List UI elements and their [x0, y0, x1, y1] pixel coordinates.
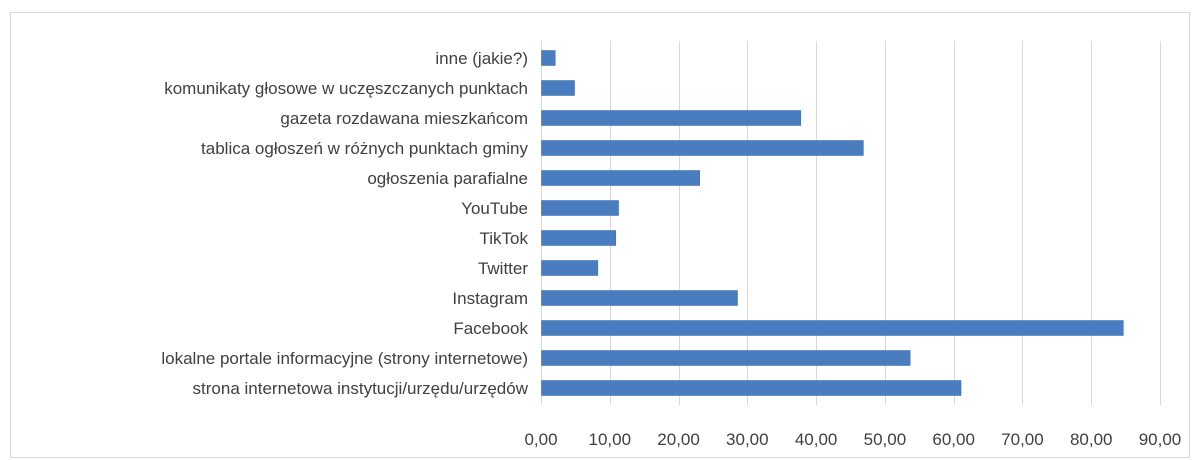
bar [541, 350, 911, 366]
bar [541, 290, 738, 306]
bar [541, 200, 619, 216]
bar [541, 170, 700, 186]
x-tick-label: 30,00 [726, 430, 769, 449]
category-label: tablica ogłoszeń w różnych punktach gmin… [201, 139, 528, 158]
gridlines [541, 41, 1161, 405]
x-tick-label: 20,00 [657, 430, 700, 449]
bar [541, 230, 617, 246]
bar [541, 110, 802, 126]
bars [541, 50, 1124, 396]
category-label: gazeta rozdawana mieszkańcom [280, 109, 528, 128]
bar [541, 260, 599, 276]
bar [541, 140, 864, 156]
x-tick-label: 90,00 [1139, 430, 1182, 449]
bar [541, 320, 1124, 336]
category-label: strona internetowa instytucji/urzędu/urz… [193, 379, 529, 398]
category-label: Twitter [478, 259, 528, 278]
bar [541, 80, 575, 96]
x-tick-labels: 0,00 10,00 20,00 30,00 40,00 50,00 60,00 70,00 8… [524, 430, 1181, 449]
x-tick-label: 10,00 [589, 430, 632, 449]
category-label: lokalne portale informacyjne (strony int… [161, 349, 528, 368]
bar [541, 380, 962, 396]
category-label: YouTube [461, 199, 528, 218]
x-tick-label: 50,00 [864, 430, 907, 449]
category-labels: inne (jakie?) komunikaty głosowe w uczęsz… [161, 49, 528, 398]
category-label: komunikaty głosowe w uczęszczanych punkt… [164, 79, 528, 98]
category-label: ogłoszenia parafialne [367, 169, 528, 188]
category-label: TikTok [480, 229, 529, 248]
x-tick-label: 40,00 [795, 430, 838, 449]
x-tick-label: 80,00 [1070, 430, 1113, 449]
bar [541, 50, 556, 66]
x-tick-label: 60,00 [932, 430, 975, 449]
category-label: Facebook [453, 319, 528, 338]
x-tick-label: 0,00 [524, 430, 557, 449]
x-tick-label: 70,00 [1001, 430, 1044, 449]
category-label: Instagram [452, 289, 528, 308]
category-label: inne (jakie?) [435, 49, 528, 68]
